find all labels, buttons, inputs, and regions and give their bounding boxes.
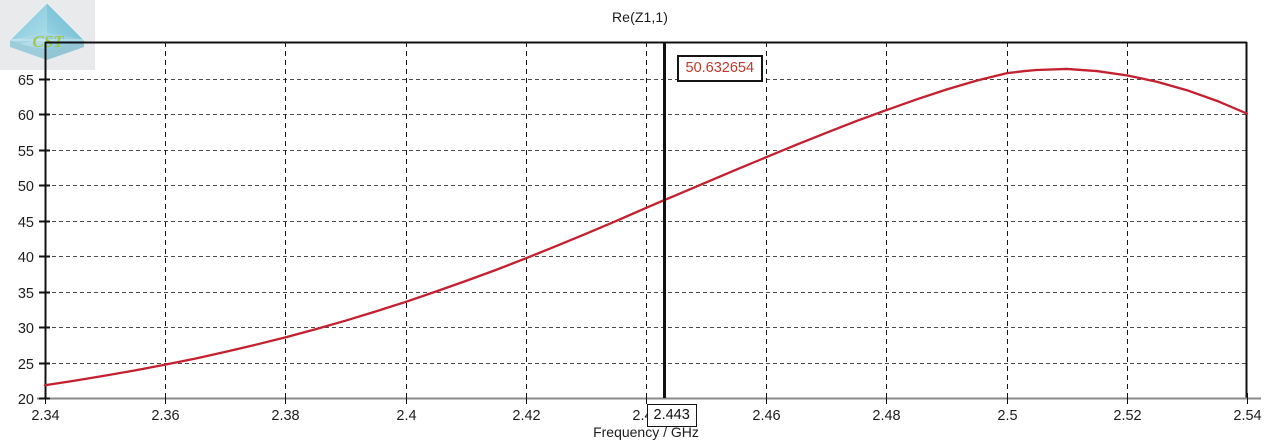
plot-frame <box>37 41 1261 400</box>
x-tick-label: 2.36 <box>151 408 179 424</box>
y-axis-tick-labels: 20 25 30 35 40 45 50 55 60 65 <box>18 73 34 408</box>
y-tick-label: 25 <box>18 357 34 373</box>
y-tick-label: 65 <box>18 73 34 89</box>
marker-x-label[interactable]: 2.443 <box>646 404 697 427</box>
y-tick-label: 35 <box>18 286 34 302</box>
cst-logo-icon: CST <box>9 2 85 60</box>
x-axis-tick-labels: 2.342.362.382.42.422.442.462.482.52.522.… <box>31 408 1261 424</box>
x-tick-label: 2.48 <box>872 408 900 424</box>
y-tick-label: 20 <box>18 392 34 408</box>
x-tick-label: 2.34 <box>31 408 59 424</box>
x-tick-label: 2.54 <box>1233 408 1261 424</box>
x-tick-label: 2.52 <box>1113 408 1141 424</box>
x-tick-label: 2.42 <box>512 408 540 424</box>
x-tick-label: 2.46 <box>752 408 780 424</box>
y-tick-label: 45 <box>18 215 34 231</box>
y-tick-label: 40 <box>18 250 34 266</box>
y-tick-label: 55 <box>18 144 34 160</box>
x-tick-label: 2.5 <box>997 408 1017 424</box>
marker-value-label[interactable]: 50.632654 <box>676 55 764 82</box>
cst-logo: CST <box>0 0 95 70</box>
cst-logo-text: CST <box>32 32 64 51</box>
x-axis-title: Frequency / GHz <box>593 424 699 440</box>
y-tick-label: 50 <box>18 179 34 195</box>
chart-title: Re(Z1,1) <box>611 9 669 25</box>
y-tick-label: 60 <box>18 108 34 124</box>
vertical-gridlines <box>165 42 1128 398</box>
x-tick-label: 2.38 <box>271 408 299 424</box>
y-tick-label: 30 <box>18 321 34 337</box>
axis-ticks <box>39 78 1249 404</box>
horizontal-gridlines <box>45 79 1247 364</box>
x-tick-label: 2.4 <box>396 408 416 424</box>
